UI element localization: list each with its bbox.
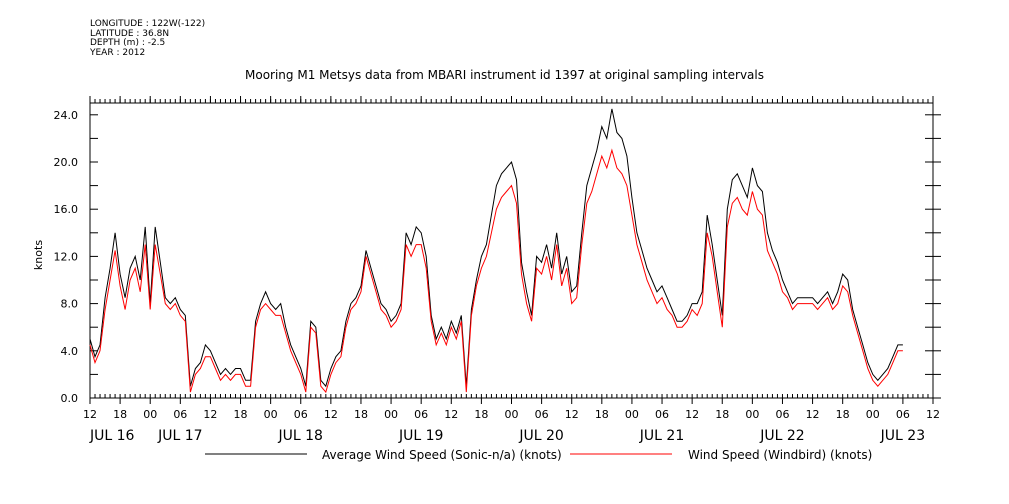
x-hour-label: 06 bbox=[775, 408, 789, 421]
x-hour-label: 18 bbox=[715, 408, 729, 421]
x-hour-label: 06 bbox=[294, 408, 308, 421]
y-axis-label: knots bbox=[32, 240, 45, 270]
x-hour-label: 18 bbox=[234, 408, 248, 421]
y-tick-label: 24.0 bbox=[54, 109, 79, 122]
year-text: YEAR : 2012 bbox=[90, 47, 146, 58]
metadata-block: LONGITUDE : 122W(-122) LATITUDE : 36.8N … bbox=[90, 19, 206, 58]
x-day-label: JUL 21 bbox=[639, 428, 684, 444]
y-tick-label: 8.0 bbox=[61, 298, 79, 311]
x-hour-label: 12 bbox=[565, 408, 579, 421]
x-hour-label: 18 bbox=[354, 408, 368, 421]
x-hour-label: 06 bbox=[414, 408, 428, 421]
x-hour-label: 12 bbox=[324, 408, 338, 421]
x-hour-label: 18 bbox=[595, 408, 609, 421]
x-hour-label: 06 bbox=[173, 408, 187, 421]
x-hour-label: 18 bbox=[836, 408, 850, 421]
x-hour-label: 06 bbox=[535, 408, 549, 421]
y-tick-label: 0.0 bbox=[61, 392, 79, 405]
y-tick-label: 4.0 bbox=[61, 345, 79, 358]
x-hour-label: 06 bbox=[896, 408, 910, 421]
x-day-label: JUL 17 bbox=[157, 428, 202, 444]
y-tick-label: 12.0 bbox=[54, 250, 79, 263]
series-layer bbox=[89, 108, 903, 394]
x-day-label: JUL 23 bbox=[880, 428, 925, 444]
x-day-label: JUL 18 bbox=[278, 428, 323, 444]
chart-title: Mooring M1 Metsys data from MBARI instru… bbox=[245, 68, 764, 82]
longitude-text: LONGITUDE : 122W(-122) bbox=[90, 19, 206, 29]
x-hour-label: 18 bbox=[474, 408, 488, 421]
series-line-1 bbox=[89, 108, 903, 388]
x-hour-label: 06 bbox=[655, 408, 669, 421]
x-hour-label: 12 bbox=[444, 408, 458, 421]
axes-group: 12 18 00 06 12 18 00 06 12 18 00 06 12 18 00 06 12 18 00 06… bbox=[54, 96, 941, 444]
y-tick-label: 16.0 bbox=[54, 203, 79, 216]
x-hour-label: 00 bbox=[745, 408, 759, 421]
legend-label-series1: Average Wind Speed (Sonic-n/a) (knots) bbox=[322, 448, 562, 462]
x-hour-label: 00 bbox=[505, 408, 519, 421]
x-hour-label: 00 bbox=[264, 408, 278, 421]
x-hour-label: 12 bbox=[806, 408, 820, 421]
series-line-2 bbox=[89, 148, 903, 394]
x-hour-label: 00 bbox=[866, 408, 880, 421]
y-tick-label: 20.0 bbox=[54, 156, 79, 169]
legend: Average Wind Speed (Sonic-n/a) (knots) W… bbox=[205, 448, 872, 462]
x-hour-label: 00 bbox=[143, 408, 157, 421]
x-hour-label: 00 bbox=[384, 408, 398, 421]
x-hour-label: 12 bbox=[926, 408, 940, 421]
x-hour-label: 12 bbox=[685, 408, 699, 421]
x-hour-label: 12 bbox=[203, 408, 217, 421]
latitude-text: LATITUDE : 36.8N bbox=[90, 28, 170, 39]
x-day-label: JUL 19 bbox=[398, 428, 443, 444]
x-day-label: JUL 20 bbox=[518, 428, 563, 444]
x-hour-label: 00 bbox=[625, 408, 639, 421]
x-day-label: JUL 16 bbox=[89, 428, 135, 444]
x-day-label: JUL 22 bbox=[759, 428, 804, 444]
legend-label-series2: Wind Speed (Windbird) (knots) bbox=[688, 448, 872, 462]
depth-text: DEPTH (m) : -2.5 bbox=[90, 38, 166, 48]
plot-frame bbox=[89, 102, 934, 399]
x-hour-label: 12 bbox=[83, 408, 97, 421]
x-hour-label: 18 bbox=[113, 408, 127, 421]
